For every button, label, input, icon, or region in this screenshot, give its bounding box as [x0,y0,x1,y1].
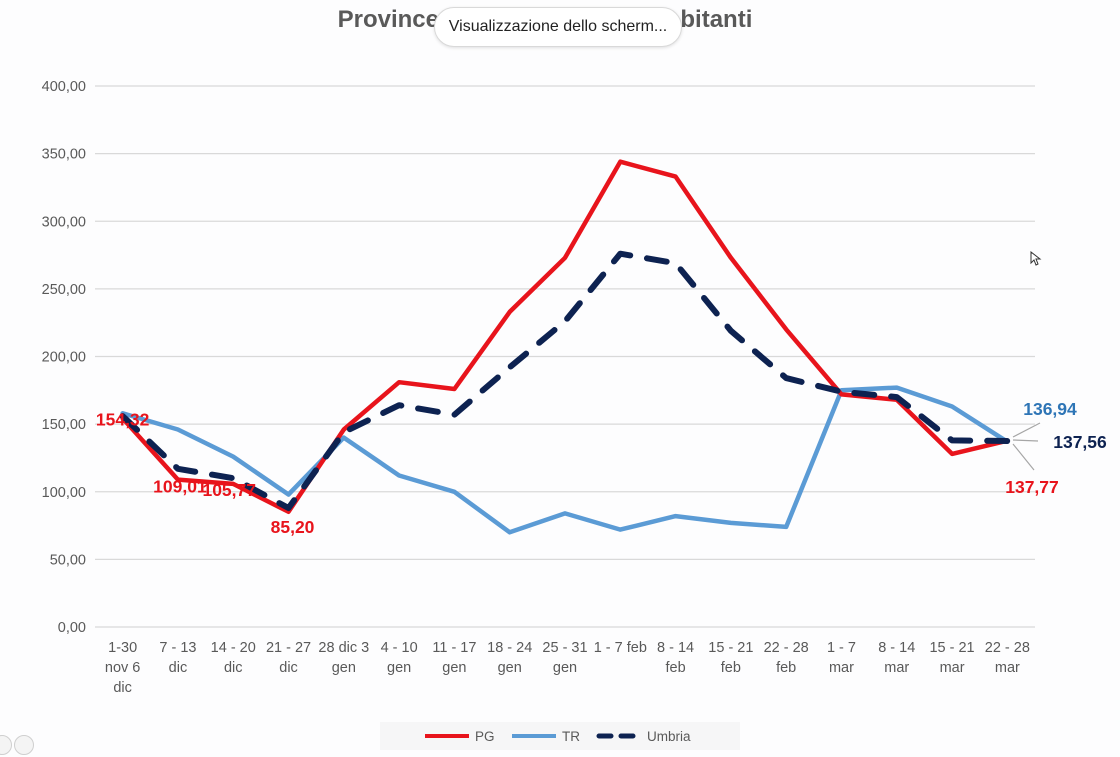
label-leader-lines [1012,422,1041,471]
x-tick-label: 25 - 31 gen [542,640,587,676]
x-tick-label: 21 - 27 dic [266,640,311,676]
screen-share-toast[interactable]: Visualizzazione dello scherm... [434,7,682,47]
x-tick-label: 4 - 10 gen [381,640,418,676]
x-axis-tick-labels: 1-30 nov 6 dic 7 - 13 dic 14 - 20 dic 21 - 27 di… [105,640,1030,696]
chart-legend [380,722,740,750]
label-leader-line [1012,422,1041,438]
series-line-tr [120,385,1010,535]
x-tick-label: 22 - 28 feb [764,640,809,676]
x-tick-label: 15 - 21 mar [929,640,974,676]
y-tick-label: 0,00 [58,620,86,636]
data-label: 109,01 [153,477,207,497]
series-line-umbria [119,250,1011,511]
data-label: 154,32 [96,409,150,429]
x-tick-label: 18 - 24 gen [487,640,532,676]
data-label: 137,56 [1053,432,1107,452]
data-label: 137,77 [1005,477,1059,497]
more-options-icon[interactable] [14,735,34,755]
y-tick-label: 250,00 [42,282,86,298]
label-leader-line [1012,443,1035,471]
series-lines [119,159,1011,535]
y-tick-label: 150,00 [42,417,86,433]
y-tick-label: 50,00 [50,552,86,568]
data-label: 136,94 [1023,399,1077,419]
x-tick-label: 8 - 14 feb [657,640,694,676]
grid-lines [95,85,1035,628]
x-tick-label: 11 - 17 gen [432,640,476,676]
y-tick-label: 350,00 [42,147,86,163]
x-tick-label: 1 - 7 mar [827,640,856,676]
x-tick-label: 1-30 nov 6 dic [105,640,140,696]
data-label: 105,77 [202,480,256,500]
y-tick-label: 200,00 [42,350,86,366]
label-leader-line [1012,439,1039,442]
x-tick-label: 14 - 20 dic [211,640,256,676]
x-tick-label: 22 - 28 mar [985,640,1030,676]
x-tick-label: 28 dic 3 gen [318,640,369,676]
x-tick-label: 8 - 14 mar [878,640,915,676]
y-tick-label: 400,00 [42,79,86,95]
data-label: 85,20 [271,517,315,537]
x-tick-label: 7 - 13 dic [159,640,196,676]
x-tick-label: 15 - 21 feb [708,640,753,676]
y-axis-tick-labels: 0,00 50,00 100,00 150,00 200,00 250,00 300,00 3… [42,79,86,636]
x-tick-label: 1 - 7 feb [594,640,647,656]
toast-text: Visualizzazione dello scherm... [448,18,668,35]
y-tick-label: 300,00 [42,214,86,230]
mouse-cursor-icon [1030,251,1042,266]
series-line-pg [120,159,1010,515]
y-tick-label: 100,00 [42,485,86,501]
